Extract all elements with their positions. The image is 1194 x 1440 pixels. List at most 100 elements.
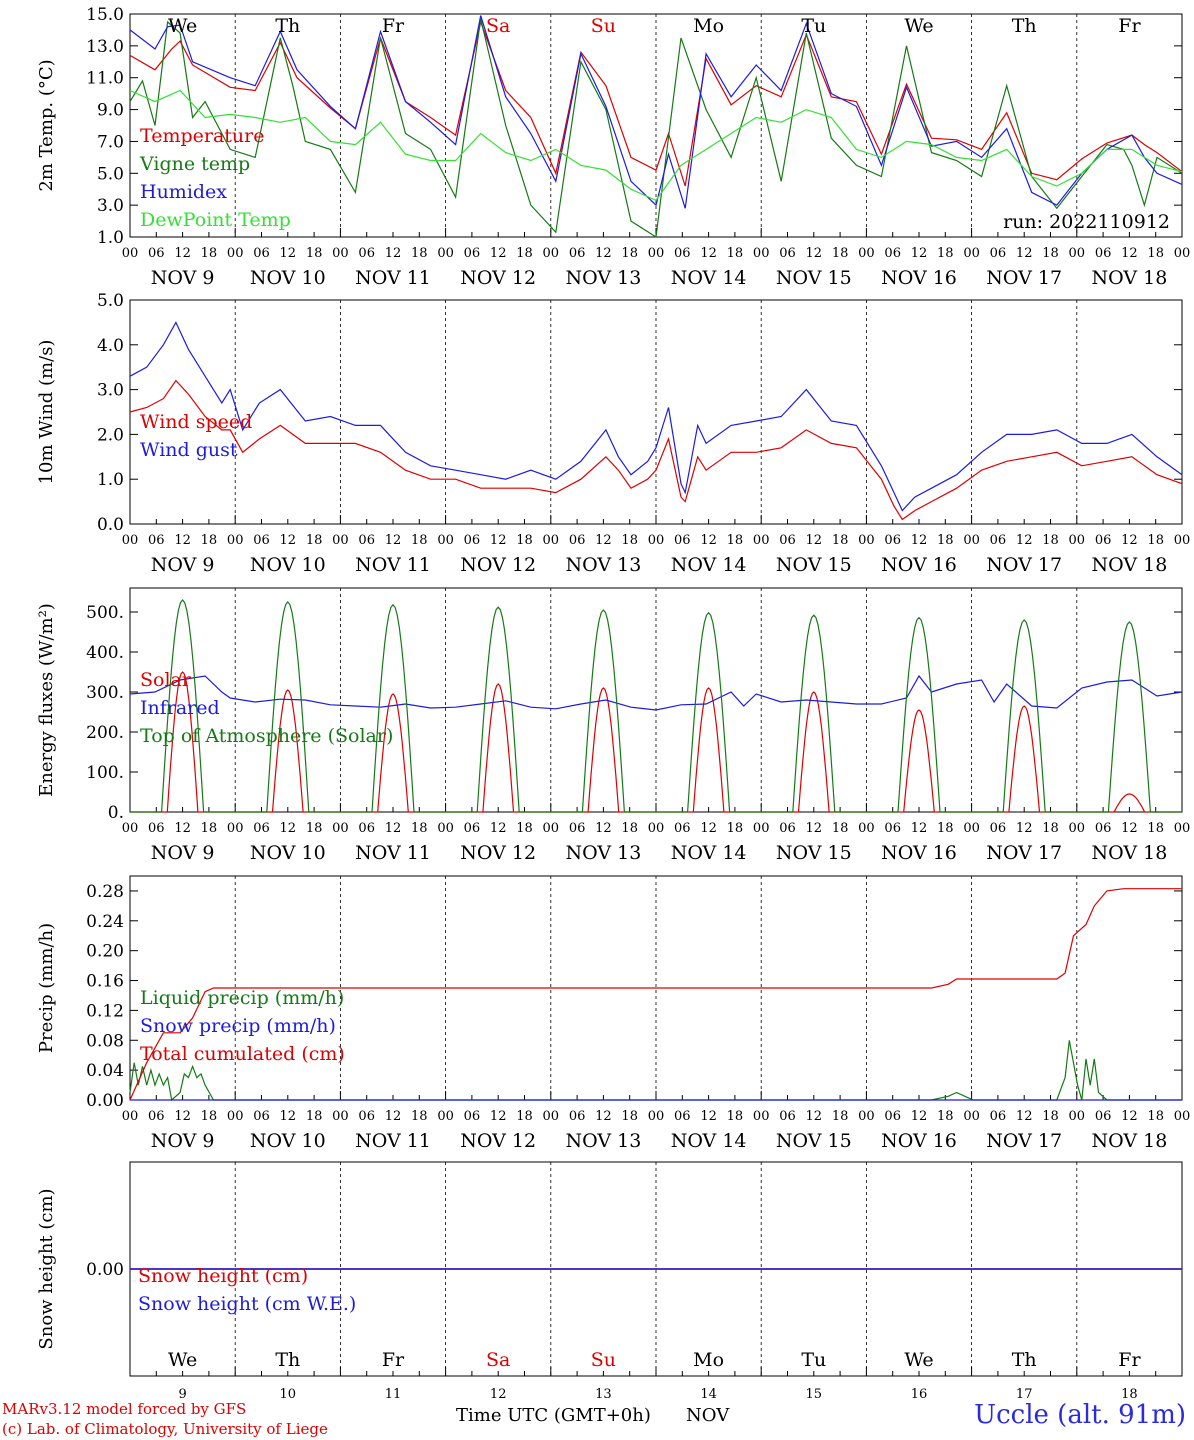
xaxis-title: Time UTC (GMT+0h) xyxy=(456,1405,651,1426)
series-line-wind-gust xyxy=(129,321,1183,512)
day-label: NOV 10 xyxy=(250,842,326,864)
weekday-label: We xyxy=(904,1349,933,1371)
hour-tick-label: 18 xyxy=(306,533,323,548)
weekday-label: Mo xyxy=(693,1349,724,1371)
legend-snow-precip-mm-h: Snow precip (mm/h) xyxy=(140,1015,336,1037)
weekday-label: We xyxy=(168,1349,197,1371)
hour-tick-label: 06 xyxy=(569,246,586,261)
y-tick-label: 300. xyxy=(86,683,124,703)
hour-tick-label: 06 xyxy=(1095,821,1112,836)
hour-tick-label: 00 xyxy=(543,533,560,548)
legend-total-cumulated-cm: Total cumulated (cm) xyxy=(140,1043,345,1065)
day-number-label: 9 xyxy=(178,1387,186,1402)
hour-tick-label: 12 xyxy=(806,1109,823,1124)
day-label: NOV 10 xyxy=(250,1130,326,1152)
hour-tick-label: 12 xyxy=(1016,246,1033,261)
day-label: NOV 12 xyxy=(460,267,536,289)
hour-tick-label: 00 xyxy=(437,533,454,548)
legend-vigne-temp: Vigne temp xyxy=(139,153,250,175)
hour-tick-label: 12 xyxy=(385,1109,402,1124)
day-label: NOV 13 xyxy=(565,267,641,289)
hour-tick-label: 18 xyxy=(411,1109,428,1124)
hour-tick-label: 06 xyxy=(990,1109,1007,1124)
hour-tick-label: 12 xyxy=(280,1109,297,1124)
day-label: NOV 16 xyxy=(881,267,957,289)
hour-tick-label: 18 xyxy=(411,821,428,836)
weekday-label: Mo xyxy=(693,15,724,37)
hour-tick-label: 00 xyxy=(858,1109,875,1124)
y-axis-label: Energy fluxes (W/m²) xyxy=(36,603,57,797)
hour-tick-label: 12 xyxy=(490,533,507,548)
hour-tick-label: 18 xyxy=(516,1109,533,1124)
hour-tick-label: 18 xyxy=(201,533,218,548)
hour-tick-label: 12 xyxy=(385,246,402,261)
weekday-label: Th xyxy=(275,15,300,37)
hour-tick-label: 12 xyxy=(1016,1109,1033,1124)
series-line-total-cumulated-cm xyxy=(129,888,1182,1101)
hour-tick-label: 18 xyxy=(516,821,533,836)
hour-tick-label: 06 xyxy=(358,533,375,548)
hour-tick-label: 00 xyxy=(648,533,665,548)
hour-tick-label: 18 xyxy=(621,1109,638,1124)
hour-tick-label: 12 xyxy=(911,246,928,261)
hour-tick-label: 00 xyxy=(332,1109,349,1124)
hour-tick-label: 12 xyxy=(1121,821,1138,836)
day-number-label: 13 xyxy=(595,1387,612,1402)
hour-tick-label: 06 xyxy=(990,533,1007,548)
hour-tick-label: 06 xyxy=(1095,533,1112,548)
legend-snow-height-cm-w-e: Snow height (cm W.E.) xyxy=(138,1293,356,1315)
hour-tick-label: 00 xyxy=(1069,533,1086,548)
hour-tick-label: 00 xyxy=(753,1109,770,1124)
day-number-label: 18 xyxy=(1121,1387,1138,1402)
y-tick-label: 0. xyxy=(108,803,124,823)
hour-tick-label: 06 xyxy=(674,533,691,548)
weekday-label: Sa xyxy=(486,1349,510,1371)
credit-line-1: MARv3.12 model forced by GFS xyxy=(2,1400,247,1418)
y-axis-label: 2m Temp. (°C) xyxy=(36,59,57,191)
y-tick-label: 13.0 xyxy=(86,37,124,57)
day-label: NOV 11 xyxy=(355,267,431,289)
hour-tick-label: 18 xyxy=(411,246,428,261)
hour-tick-label: 06 xyxy=(464,533,481,548)
y-tick-label: 1.0 xyxy=(97,228,124,248)
hour-tick-label: 00 xyxy=(332,533,349,548)
xaxis-month: NOV xyxy=(686,1405,730,1426)
day-number-label: 10 xyxy=(280,1387,297,1402)
chart-panel-4 xyxy=(129,875,1183,1102)
y-tick-label: 11.0 xyxy=(86,69,124,89)
weekday-label: Sa xyxy=(486,15,510,37)
hour-tick-label: 12 xyxy=(1016,821,1033,836)
hour-tick-label: 18 xyxy=(201,821,218,836)
hour-tick-label: 06 xyxy=(253,821,270,836)
hour-tick-label: 18 xyxy=(937,1109,954,1124)
day-label: NOV 11 xyxy=(355,842,431,864)
y-tick-label: 7.0 xyxy=(97,132,124,152)
hour-tick-label: 06 xyxy=(1095,1109,1112,1124)
hour-tick-label: 12 xyxy=(1121,1109,1138,1124)
hour-tick-label: 00 xyxy=(543,821,560,836)
hour-tick-label: 18 xyxy=(727,1109,744,1124)
weekday-label: Th xyxy=(1012,1349,1037,1371)
y-tick-label: 0.24 xyxy=(86,912,124,932)
hour-tick-label: 18 xyxy=(832,1109,849,1124)
day-label: NOV 15 xyxy=(776,1130,852,1152)
hour-tick-label: 06 xyxy=(569,533,586,548)
hour-tick-label: 18 xyxy=(1147,246,1164,261)
legend-infrared: Infrared xyxy=(140,697,220,719)
chart-panel-1 xyxy=(129,13,1183,239)
y-tick-label: 2.0 xyxy=(97,425,124,445)
hour-tick-label: 12 xyxy=(700,246,717,261)
day-label: NOV 9 xyxy=(151,267,215,289)
hour-tick-label: 12 xyxy=(700,821,717,836)
y-tick-label: 0.28 xyxy=(86,882,124,902)
hour-tick-label: 00 xyxy=(963,246,980,261)
hour-tick-label: 12 xyxy=(385,821,402,836)
hour-tick-label: 12 xyxy=(1121,246,1138,261)
day-number-label: 12 xyxy=(490,1387,507,1402)
hour-tick-label: 00 xyxy=(1069,1109,1086,1124)
y-tick-label: 0.00 xyxy=(86,1091,124,1111)
day-label: NOV 13 xyxy=(565,554,641,576)
weekday-label: We xyxy=(168,15,197,37)
hour-tick-label: 12 xyxy=(595,821,612,836)
